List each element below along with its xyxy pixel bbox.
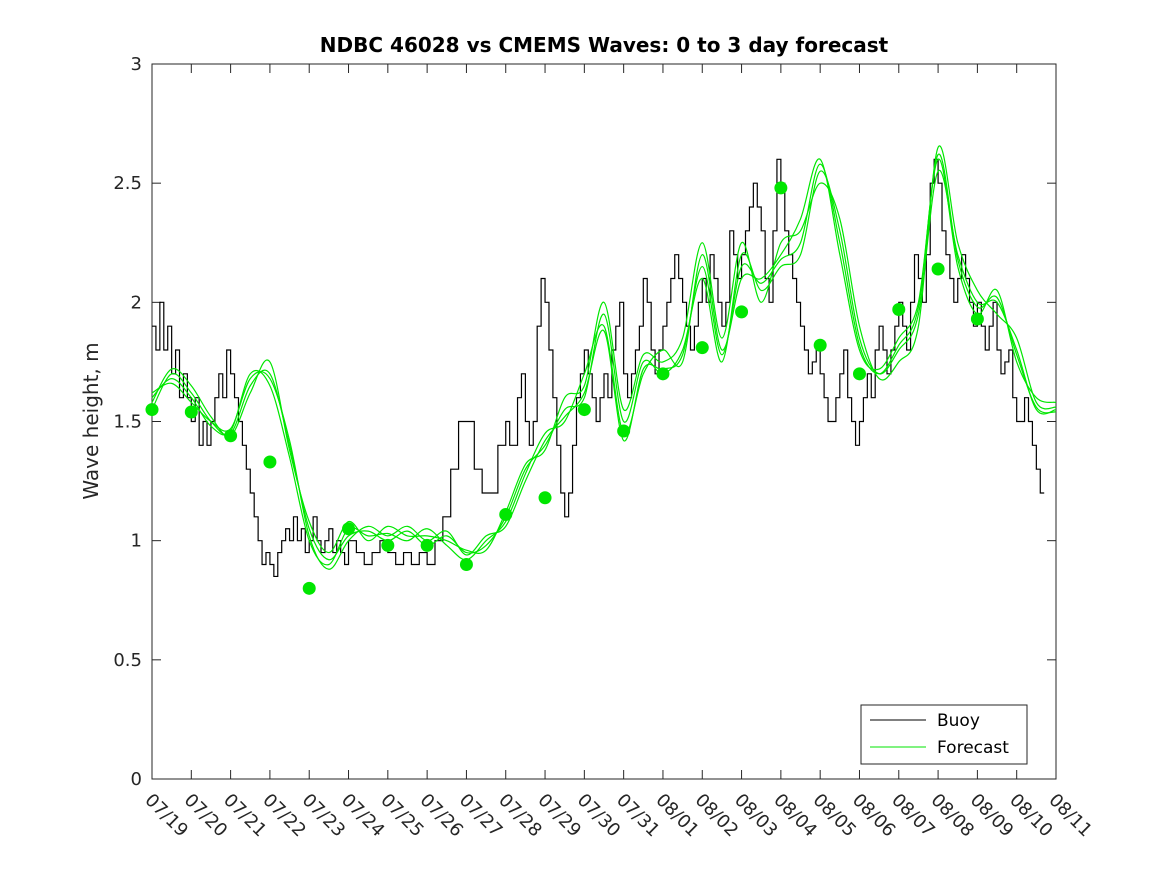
buoy-line bbox=[152, 158, 1045, 578]
plot-area bbox=[151, 63, 1057, 780]
x-tick-label: 07/31 bbox=[612, 790, 664, 842]
x-tick-label: 08/04 bbox=[769, 790, 821, 842]
y-tick-label: 3 bbox=[131, 54, 142, 75]
forecast-marker bbox=[774, 181, 788, 195]
legend-forecast-label: Forecast bbox=[937, 738, 1009, 758]
forecast-marker bbox=[695, 341, 709, 355]
plot-frame bbox=[151, 63, 1057, 780]
y-axis-label: Wave height, m bbox=[79, 342, 103, 499]
forecast-line bbox=[151, 145, 1057, 555]
forecast-marker bbox=[617, 424, 631, 438]
x-tick-label: 07/26 bbox=[416, 790, 468, 842]
forecast-marker bbox=[459, 558, 473, 571]
x-tick-label: 08/05 bbox=[809, 790, 861, 842]
y-tick-label: 2.5 bbox=[113, 173, 142, 194]
y-tick-label: 1.5 bbox=[113, 412, 142, 433]
x-tick-label: 08/02 bbox=[691, 790, 743, 842]
forecast-marker bbox=[184, 405, 198, 419]
x-tick-label: 08/10 bbox=[1005, 790, 1057, 842]
x-tick-label: 07/25 bbox=[376, 790, 428, 842]
legend-box bbox=[860, 704, 1028, 765]
x-tick-label: 07/29 bbox=[534, 790, 586, 842]
x-tick-label: 07/30 bbox=[573, 790, 625, 842]
forecast-marker bbox=[735, 305, 749, 319]
x-tick-label: 07/22 bbox=[258, 790, 310, 842]
forecast-marker bbox=[499, 507, 513, 521]
forecast-marker bbox=[577, 403, 591, 417]
x-tick-label: 08/01 bbox=[651, 790, 703, 842]
x-tick-label: 08/08 bbox=[927, 790, 979, 842]
forecast-marker bbox=[813, 338, 827, 352]
y-tick-label: 0 bbox=[131, 769, 142, 790]
forecast-line bbox=[151, 153, 1057, 570]
forecast-marker bbox=[931, 262, 945, 276]
forecast-marker bbox=[342, 522, 356, 536]
forecast-marker bbox=[538, 491, 552, 505]
x-tick-label: 08/07 bbox=[887, 790, 939, 842]
y-tick-label: 1 bbox=[131, 531, 142, 552]
y-axis: 0 0.5 1 1.5 2 2.5 3 bbox=[113, 54, 1056, 790]
legend: Buoy Forecast bbox=[860, 704, 1028, 765]
y-tick-label: 2 bbox=[131, 292, 142, 313]
forecast-marker bbox=[656, 367, 670, 381]
forecast-series bbox=[151, 145, 1057, 570]
forecast-marker bbox=[381, 538, 395, 552]
x-tick-label: 08/09 bbox=[966, 790, 1018, 842]
forecast-marker bbox=[420, 538, 434, 552]
forecast-marker bbox=[852, 367, 866, 381]
x-tick-label: 08/03 bbox=[730, 790, 782, 842]
y-tick-label: 0.5 bbox=[113, 650, 142, 671]
x-tick-label: 08/11 bbox=[1044, 790, 1096, 842]
chart-title: NDBC 46028 vs CMEMS Waves: 0 to 3 day fo… bbox=[320, 33, 889, 57]
forecast-marker bbox=[302, 581, 316, 595]
forecast-line bbox=[151, 169, 1057, 561]
forecast-marker bbox=[892, 302, 906, 316]
forecast-marker bbox=[224, 429, 238, 443]
forecast-marker bbox=[263, 455, 277, 469]
forecast-markers bbox=[145, 181, 984, 595]
x-tick-label: 07/21 bbox=[219, 790, 271, 842]
x-tick-label: 07/23 bbox=[298, 790, 350, 842]
forecast-marker bbox=[145, 403, 159, 417]
x-tick-label: 07/28 bbox=[494, 790, 546, 842]
x-tick-label: 07/20 bbox=[180, 790, 232, 842]
buoy-series bbox=[152, 158, 1045, 578]
legend-buoy-label: Buoy bbox=[937, 711, 980, 731]
x-tick-label: 07/19 bbox=[140, 790, 192, 842]
x-tick-label: 07/27 bbox=[455, 790, 507, 842]
x-tick-label: 07/24 bbox=[337, 790, 389, 842]
x-tick-label: 08/06 bbox=[848, 790, 900, 842]
forecast-marker bbox=[970, 312, 984, 326]
